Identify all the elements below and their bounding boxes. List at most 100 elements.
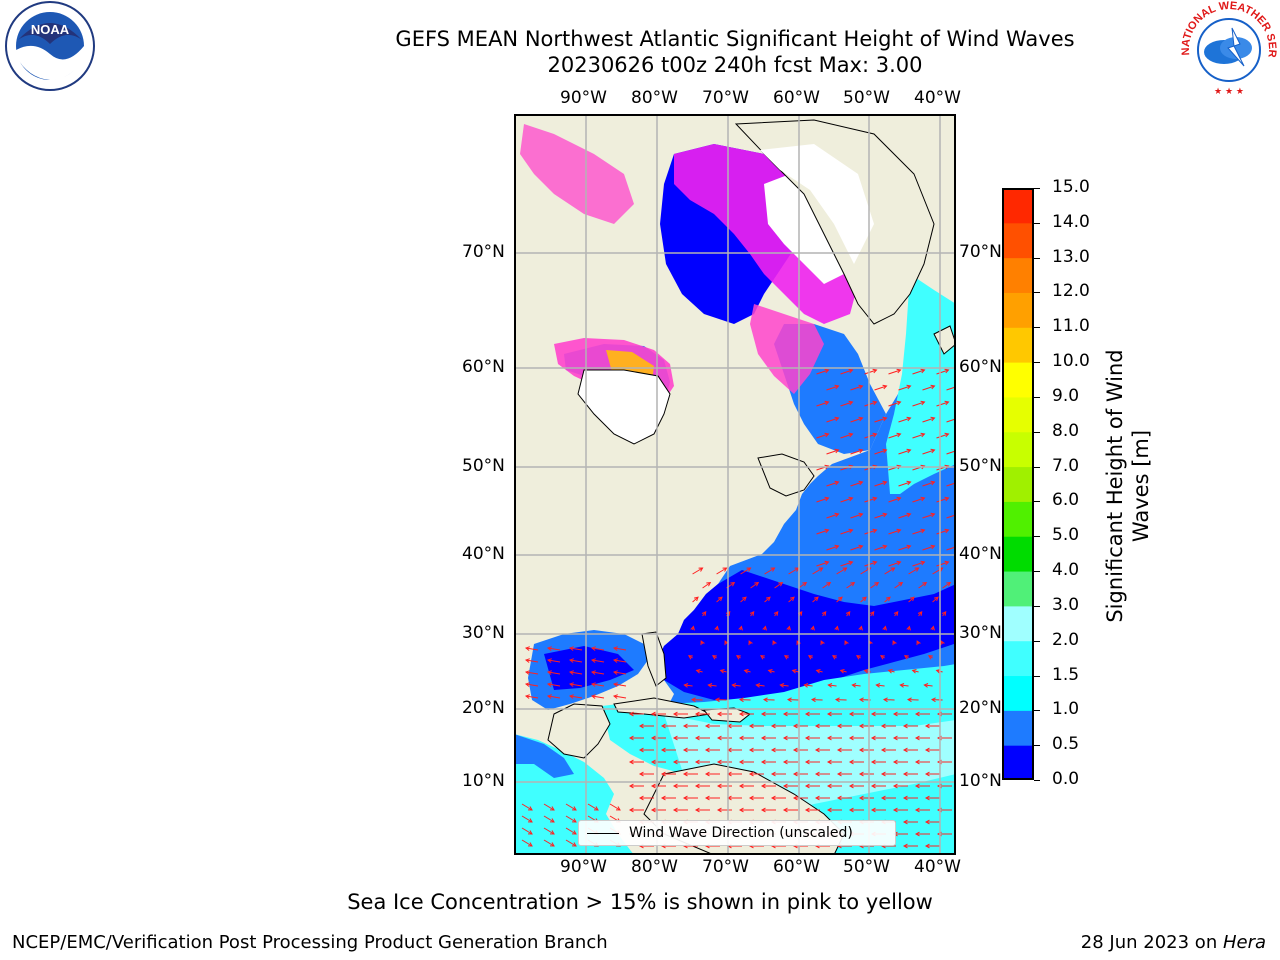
wind-wave-arrowhead [930, 448, 936, 454]
colorbar-frame [1002, 188, 1034, 780]
wind-wave-arrowhead [672, 759, 678, 765]
wind-wave-arrowhead [863, 668, 869, 674]
colorbar-tick-label: 3.0 [1052, 594, 1080, 615]
wind-wave-arrowhead [612, 670, 618, 675]
wind-wave-arrow [888, 497, 901, 503]
wind-wave-arrowhead [690, 697, 696, 703]
wind-wave-arrowhead [858, 697, 864, 703]
wind-wave-arrowhead [944, 496, 950, 502]
map-panel [514, 114, 960, 856]
wind-wave-arrow [860, 596, 867, 603]
wind-wave-arrow [840, 497, 853, 503]
colorbar-tick-label: 7.0 [1052, 455, 1080, 476]
wind-wave-arrowhead [827, 683, 833, 688]
wind-wave-arrowhead [694, 711, 700, 717]
wind-wave-arrowhead [906, 384, 912, 390]
wind-wave-arrow [900, 684, 909, 687]
footer-date-text: 28 Jun 2023 on [1080, 932, 1223, 953]
wind-wave-arrow [922, 481, 935, 487]
wind-wave-arrowhead [848, 432, 854, 438]
wind-wave-arrow [876, 684, 885, 687]
wind-wave-arrowhead [571, 806, 577, 811]
wind-wave-arrowhead [804, 783, 810, 789]
colorbar-tick-mark [1034, 396, 1040, 398]
map-legend: Wind Wave Direction (unscaled) [578, 820, 896, 846]
wind-wave-arrowhead [896, 464, 902, 470]
wind-wave-arrow [547, 671, 561, 675]
wind-wave-arrow [874, 385, 887, 391]
wind-wave-arrowhead [906, 416, 912, 422]
wind-wave-arrowhead [902, 843, 908, 849]
wind-wave-arrowhead [738, 625, 743, 631]
wind-wave-arrowhead [916, 640, 921, 646]
wind-wave-arrow [840, 369, 853, 375]
wind-wave-arrowhead [650, 783, 656, 789]
wind-wave-arrow [716, 567, 727, 575]
wind-wave-arrowhead [902, 795, 908, 801]
wind-wave-arrowhead [911, 668, 917, 674]
lat-left-60n: 60°N [462, 357, 505, 377]
lon-bottom-90w: 90°W [560, 857, 607, 877]
colorbar-tick-mark [1034, 362, 1040, 364]
wind-wave-arrowhead [527, 818, 533, 823]
wind-wave-arrowhead [527, 806, 533, 811]
wind-wave-arrow [525, 647, 539, 651]
wind-wave-arrowhead [748, 771, 754, 777]
wind-wave-arrow [613, 671, 627, 675]
map-frame [514, 114, 956, 855]
wind-wave-arrowhead [549, 830, 555, 835]
wind-wave-arrowhead [924, 747, 930, 753]
wind-wave-arrowhead [836, 771, 842, 777]
wind-wave-arrowhead [924, 795, 930, 801]
wind-wave-arrowhead [638, 747, 644, 753]
wind-wave-arrowhead [590, 646, 596, 651]
wind-wave-arrowhead [869, 611, 875, 616]
wind-wave-arrowhead [782, 783, 788, 789]
colorbar-label-line-1: Significant Height of Wind [1103, 349, 1127, 623]
wind-wave-arrowhead [940, 640, 945, 646]
wind-wave-arrowhead [568, 694, 574, 699]
wind-wave-arrowhead [820, 640, 825, 646]
colorbar-swatch [1002, 501, 1034, 537]
wind-wave-arrowhead [906, 512, 912, 518]
wind-wave-arrowhead [546, 670, 552, 675]
colorbar-tick-label: 0.5 [1052, 734, 1080, 755]
wind-wave-arrow [922, 385, 935, 391]
wind-wave-arrow [740, 596, 747, 603]
wind-wave-arrowhead [880, 771, 886, 777]
wind-wave-arrowhead [714, 625, 719, 631]
wind-wave-arrowhead [813, 596, 819, 602]
wind-wave-arrowhead [896, 400, 902, 406]
wind-wave-arrow [884, 596, 891, 603]
wind-wave-arrowhead [814, 795, 820, 801]
wind-wave-arrow [922, 513, 935, 519]
wind-wave-arrowhead [946, 582, 952, 587]
wind-wave-arrowhead [914, 735, 920, 741]
colorbar [1002, 188, 1034, 781]
wind-wave-arrow [591, 659, 605, 663]
wind-wave-arrow [932, 596, 939, 603]
wind-wave-arrow [888, 561, 901, 567]
title-line-2: 20230626 t00z 240h fcst Max: 3.00 [547, 53, 923, 77]
wind-wave-arrowhead [906, 480, 912, 486]
wind-wave-arrow [756, 684, 765, 687]
wind-wave-arrow [525, 695, 539, 699]
wind-wave-arrowhead [899, 683, 905, 688]
colorbar-tick-mark [1034, 501, 1040, 503]
wind-wave-arrowhead [906, 625, 911, 631]
wind-wave-arrow [898, 385, 911, 391]
wind-wave-arrowhead [902, 723, 908, 729]
wind-wave-arrowhead [834, 416, 840, 422]
cuba [613, 697, 712, 719]
wind-wave-arrow [684, 684, 693, 687]
wind-wave-arrows [521, 368, 960, 849]
wind-wave-arrowhead [836, 747, 842, 753]
chart-title: GEFS MEAN Northwest Atlantic Significant… [190, 26, 1280, 78]
wind-wave-arrowhead [760, 783, 766, 789]
wind-wave-arrowhead [815, 668, 821, 674]
wind-wave-arrow [565, 803, 577, 811]
wind-wave-arrowhead [848, 400, 854, 406]
wind-wave-arrowhead [922, 582, 928, 587]
wind-wave-arrowhead [882, 384, 888, 390]
wind-wave-arrowhead [755, 683, 761, 688]
